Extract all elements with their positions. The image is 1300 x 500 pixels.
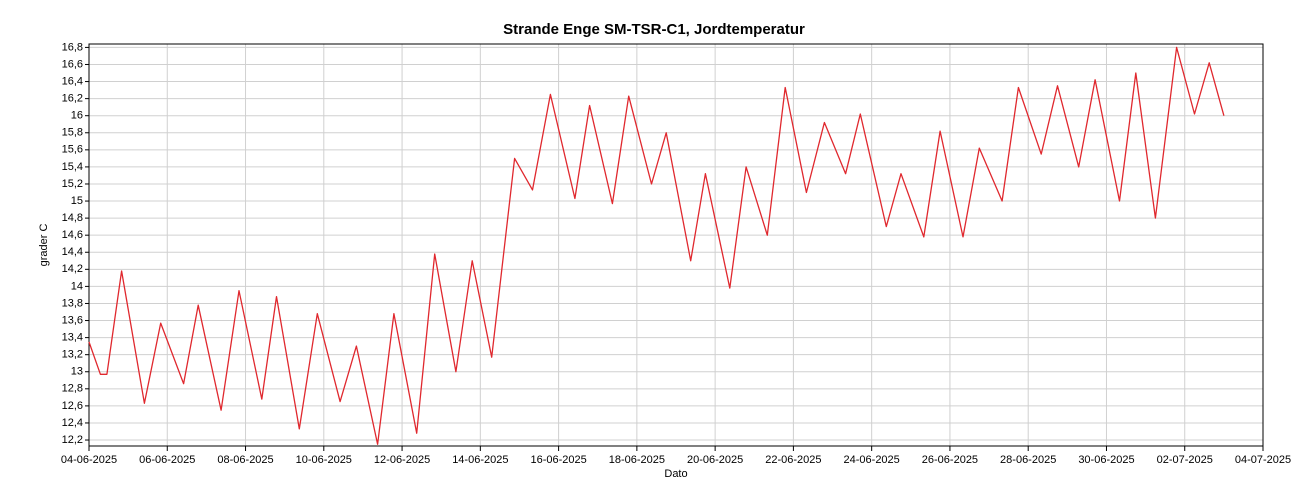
plot-border [88, 43, 1264, 447]
y-tick-label: 14 [71, 280, 83, 292]
y-tick-label: 14,4 [62, 246, 83, 258]
y-tick-label: 13,2 [62, 349, 83, 361]
x-tick-label: 04-06-2025 [61, 454, 117, 466]
y-tick-label: 15 [71, 195, 83, 207]
y-tick-label: 12,2 [62, 434, 83, 446]
y-tick-label: 14,8 [62, 212, 83, 224]
y-tick-label: 14,2 [62, 263, 83, 275]
y-tick-label: 16,8 [62, 41, 83, 53]
x-tick-label: 06-06-2025 [139, 454, 195, 466]
y-tick-label: 16,2 [62, 93, 83, 105]
y-tick-label: 12,6 [62, 400, 83, 412]
y-tick-label: 16,4 [62, 75, 83, 87]
y-tick-label: 12,8 [62, 383, 83, 395]
x-tick-label: 04-07-2025 [1235, 454, 1291, 466]
y-tick-label: 15,2 [62, 178, 83, 190]
y-tick-label: 15,4 [62, 161, 83, 173]
y-tick-label: 16,6 [62, 58, 83, 70]
y-tick-label: 13,8 [62, 297, 83, 309]
y-tick-label: 14,6 [62, 229, 83, 241]
x-tick-label: 10-06-2025 [296, 454, 352, 466]
x-tick-label: 14-06-2025 [452, 454, 508, 466]
y-tick-label: 13,4 [62, 332, 83, 344]
y-axis-label: grader C [38, 224, 50, 267]
x-tick-label: 02-07-2025 [1157, 454, 1213, 466]
x-tick-label: 28-06-2025 [1000, 454, 1056, 466]
x-tick-label: 30-06-2025 [1078, 454, 1134, 466]
y-tick-label: 15,8 [62, 127, 83, 139]
data-line [88, 46, 1225, 445]
x-tick-label: 12-06-2025 [374, 454, 430, 466]
x-tick-label: 26-06-2025 [922, 454, 978, 466]
x-tick-label: 24-06-2025 [844, 454, 900, 466]
x-axis-label: Dato [664, 468, 687, 480]
y-tick-label: 16 [71, 110, 83, 122]
y-tick-label: 13,6 [62, 314, 83, 326]
chart-title: Strande Enge SM-TSR-C1, Jordtemperatur [503, 21, 805, 38]
x-tick-label: 18-06-2025 [609, 454, 665, 466]
y-tick-label: 13 [71, 366, 83, 378]
x-tick-label: 16-06-2025 [530, 454, 586, 466]
y-tick-label: 15,6 [62, 144, 83, 156]
y-tick-label: 12,4 [62, 417, 83, 429]
x-tick-label: 22-06-2025 [765, 454, 821, 466]
x-tick-label: 08-06-2025 [217, 454, 273, 466]
x-tick-label: 20-06-2025 [687, 454, 743, 466]
plot-area [89, 44, 1263, 446]
